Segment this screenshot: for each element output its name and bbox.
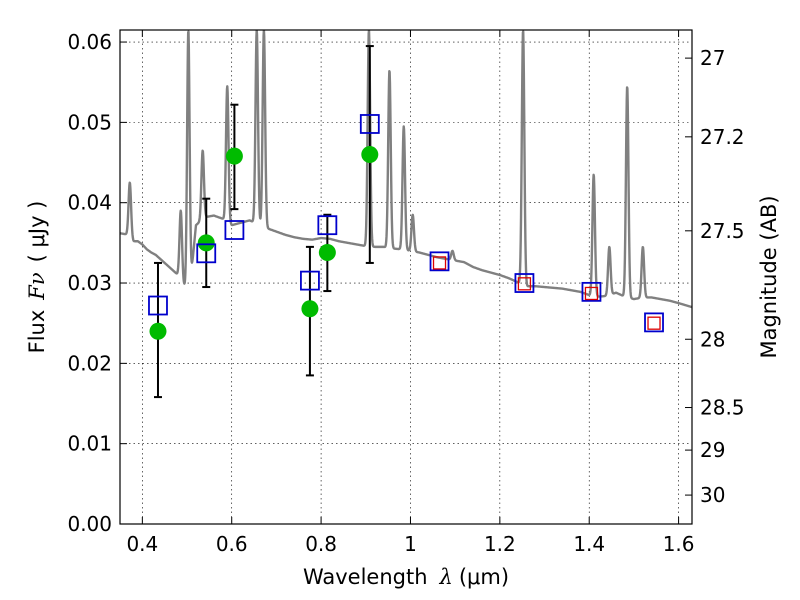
y2-tick-label: 28.5: [700, 396, 745, 420]
model-square: [196, 243, 217, 264]
model-square: [300, 270, 320, 291]
model-square: [581, 281, 602, 302]
model-photometry-squares: [148, 114, 664, 333]
model-square: [429, 251, 450, 272]
y-tick-label: 0.01: [67, 432, 112, 456]
model-square: [359, 114, 380, 134]
y-tick-label: 0.05: [67, 110, 112, 134]
x-tick-label: 1: [404, 532, 417, 556]
y-tick-label: 0.03: [67, 271, 112, 295]
observed-point: [301, 300, 319, 318]
y2-tick-label: 27.2: [700, 125, 745, 149]
y2-ticks: 27 27.2 27.5 28 28.5 29 30: [685, 46, 745, 507]
observed-points: [149, 146, 379, 340]
x-tick-label: 0.4: [126, 532, 158, 556]
y-ticks: 0.00 0.01 0.02 0.03 0.04 0.05 0.06: [67, 30, 127, 536]
y2-tick-label: 30: [700, 483, 725, 507]
x-tick-label: 0.8: [305, 532, 337, 556]
x-tick-label: 1.4: [573, 532, 605, 556]
x-axis-label: Wavelength λ (μm): [303, 565, 509, 589]
y-tick-label: 0.02: [67, 351, 112, 375]
y-axis-label: FluxFν( μJy ): [25, 201, 49, 354]
spectrum-line: [120, 30, 692, 309]
x-tick-label: 0.6: [216, 532, 248, 556]
x-ticks: 0.4 0.6 0.8 1 1.2 1.4 1.6: [126, 30, 695, 556]
y2-tick-label: 27: [700, 46, 725, 70]
y-tick-label: 0.04: [67, 191, 112, 215]
y2-tick-label: 28: [700, 327, 725, 351]
predicted-square: [432, 256, 447, 270]
observed-point: [361, 146, 379, 164]
plot-frame: [119, 29, 693, 525]
model-square: [224, 220, 245, 240]
model-square: [148, 295, 168, 316]
model-spectrum: [120, 30, 692, 309]
model-square: [514, 273, 535, 293]
observed-point: [149, 322, 167, 340]
predicted-square: [584, 286, 599, 301]
y-tick-label: 0.06: [67, 30, 112, 54]
x-tick-label: 1.2: [484, 532, 516, 556]
predicted-square: [647, 316, 661, 330]
y-tick-label: 0.00: [67, 512, 112, 536]
observed-point: [197, 234, 215, 252]
y2-axis-label: Magnitude (AB): [757, 195, 781, 358]
observed-point: [225, 147, 243, 165]
x-tick-label: 1.6: [663, 532, 695, 556]
predicted-photometry-squares: [432, 256, 661, 330]
y2-tick-label: 29: [700, 438, 725, 462]
model-square: [317, 215, 338, 236]
observed-point: [318, 244, 336, 262]
y2-tick-label: 27.5: [700, 219, 745, 243]
predicted-square: [517, 277, 532, 291]
model-square: [644, 312, 664, 333]
